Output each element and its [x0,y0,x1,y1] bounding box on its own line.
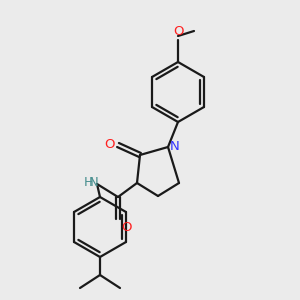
Text: N: N [88,176,98,190]
Text: H: H [84,176,94,190]
Text: O: O [121,221,131,234]
Text: N: N [170,140,180,152]
Text: O: O [104,137,115,151]
Text: O: O [174,25,184,38]
